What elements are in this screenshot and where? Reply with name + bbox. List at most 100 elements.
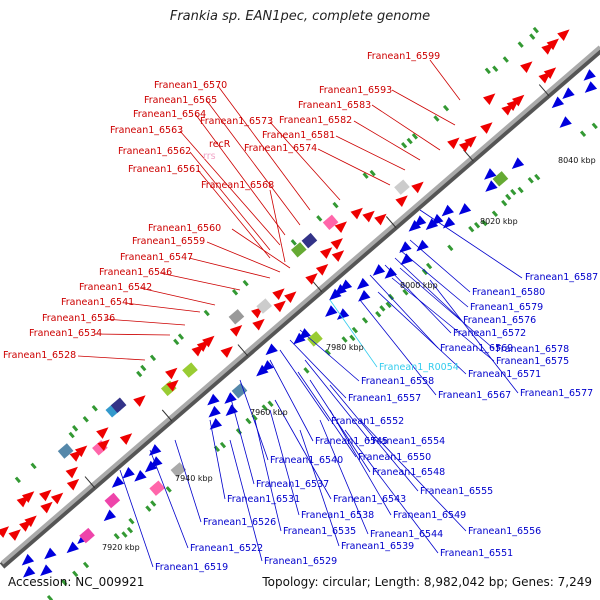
gene-tick <box>468 225 475 233</box>
gene-tick <box>245 417 252 425</box>
backbone-line <box>0 45 600 565</box>
backbone-shadow <box>0 47 600 569</box>
gene-tick <box>411 133 418 140</box>
gene-arrow <box>400 253 413 266</box>
gene-arrow <box>21 553 35 566</box>
gene-label: Franean1_6531 <box>227 494 300 505</box>
gene-arrow <box>111 476 125 488</box>
gene-arrow <box>150 456 163 468</box>
gene-label: Franean1_6543 <box>333 494 406 505</box>
gene-label: Franean1_6549 <box>393 510 466 521</box>
gene-tick <box>332 201 339 209</box>
gene-tick <box>68 431 75 439</box>
gene-tick <box>140 364 147 372</box>
leader-line <box>189 151 271 251</box>
gene-label: Franean1_6542 <box>79 282 152 293</box>
leader-line <box>399 249 469 308</box>
gene-label: Franean1_6550 <box>358 452 431 463</box>
leader-line <box>329 384 419 492</box>
gene-tick <box>61 579 68 586</box>
tick-label: 7920 kbp <box>102 543 140 552</box>
leader-line <box>399 267 495 350</box>
gene-arrow <box>511 94 525 107</box>
tick-mark <box>237 344 249 357</box>
gene-box <box>301 232 318 249</box>
gene-tick <box>72 570 79 578</box>
gene-box <box>228 309 245 325</box>
gene-arrow <box>562 87 575 100</box>
gene-arrow <box>207 393 220 406</box>
gene-arrow <box>362 210 375 223</box>
gene-box <box>79 527 95 544</box>
gene-label: Franean1_6538 <box>301 510 374 521</box>
leader-line <box>369 274 439 349</box>
gene-label: Franean1_6573 <box>200 116 273 127</box>
gene-label: Franean1_6575 <box>496 356 569 367</box>
gene-label: Franean1_6580 <box>472 287 545 298</box>
gene-tick <box>579 130 587 138</box>
gene-arrow <box>66 478 80 491</box>
gene-label: Franean1_6554 <box>372 436 445 447</box>
gene-arrow <box>209 418 223 430</box>
gene-arrow <box>442 216 456 229</box>
gene-box <box>170 462 187 478</box>
gene-tick <box>290 239 297 246</box>
leader-lines <box>77 59 523 568</box>
gene-arrow <box>511 157 525 170</box>
gene-box <box>492 171 509 187</box>
leader-line <box>289 339 347 399</box>
gene-tick <box>591 122 598 130</box>
faint-gene-label: rrs <box>203 151 216 162</box>
gene-box <box>394 179 410 195</box>
leader-line <box>269 189 286 263</box>
gene-arrow <box>8 529 21 541</box>
gene-arrow <box>441 204 455 217</box>
gene-arrow <box>395 195 408 208</box>
gene-arrow <box>330 238 343 250</box>
gene-label: Franean1_6558 <box>361 376 434 387</box>
gene-arrow <box>50 492 64 505</box>
gene-tick <box>145 505 152 512</box>
gene-tick <box>502 56 509 63</box>
gene-label: Franean1_6548 <box>372 467 445 478</box>
gene-arrow <box>252 318 265 331</box>
gene-tick <box>401 142 408 149</box>
gene-arrow <box>350 207 363 220</box>
gene-arrow <box>44 547 57 560</box>
gene-arrow <box>583 69 596 81</box>
gene-arrow <box>225 404 238 416</box>
leader-line <box>371 104 441 151</box>
gene-label: Franean1_6570 <box>154 80 227 91</box>
gene-tick <box>492 65 499 72</box>
gene-arrow <box>40 501 53 514</box>
leader-line <box>391 89 456 126</box>
gene-label: Franean1_6576 <box>463 315 536 326</box>
leader-line <box>119 469 154 568</box>
gene-arrow <box>358 290 371 302</box>
gene-tick <box>128 517 135 525</box>
gene-label: Franean1_6569 <box>440 343 513 354</box>
gene-label: Franean1_6559 <box>132 236 205 247</box>
leader-line <box>304 359 371 442</box>
tick-mark <box>84 476 96 489</box>
gene-tick <box>361 317 369 324</box>
leader-line <box>279 349 330 422</box>
gene-box <box>182 362 198 378</box>
gene-label: Franean1_6537 <box>256 479 329 490</box>
gene-tick <box>473 221 481 229</box>
gene-tick <box>341 336 348 343</box>
gene-label: Franean1_6577 <box>520 388 593 399</box>
gene-label: Franean1_6578 <box>496 344 569 355</box>
gene-box <box>291 242 307 258</box>
gene-label: Franean1_6534 <box>29 328 102 339</box>
leader-line <box>344 429 439 554</box>
gene-arrow <box>374 213 387 226</box>
gene-arrow <box>21 491 35 503</box>
leader-line <box>124 302 201 313</box>
gene-arrow <box>557 29 570 41</box>
gene-arrow <box>546 38 559 51</box>
gene-arrow <box>413 215 427 228</box>
gene-arrow <box>284 291 297 304</box>
gene-tick <box>442 104 450 112</box>
gene-label: Franean1_6539 <box>341 541 414 552</box>
